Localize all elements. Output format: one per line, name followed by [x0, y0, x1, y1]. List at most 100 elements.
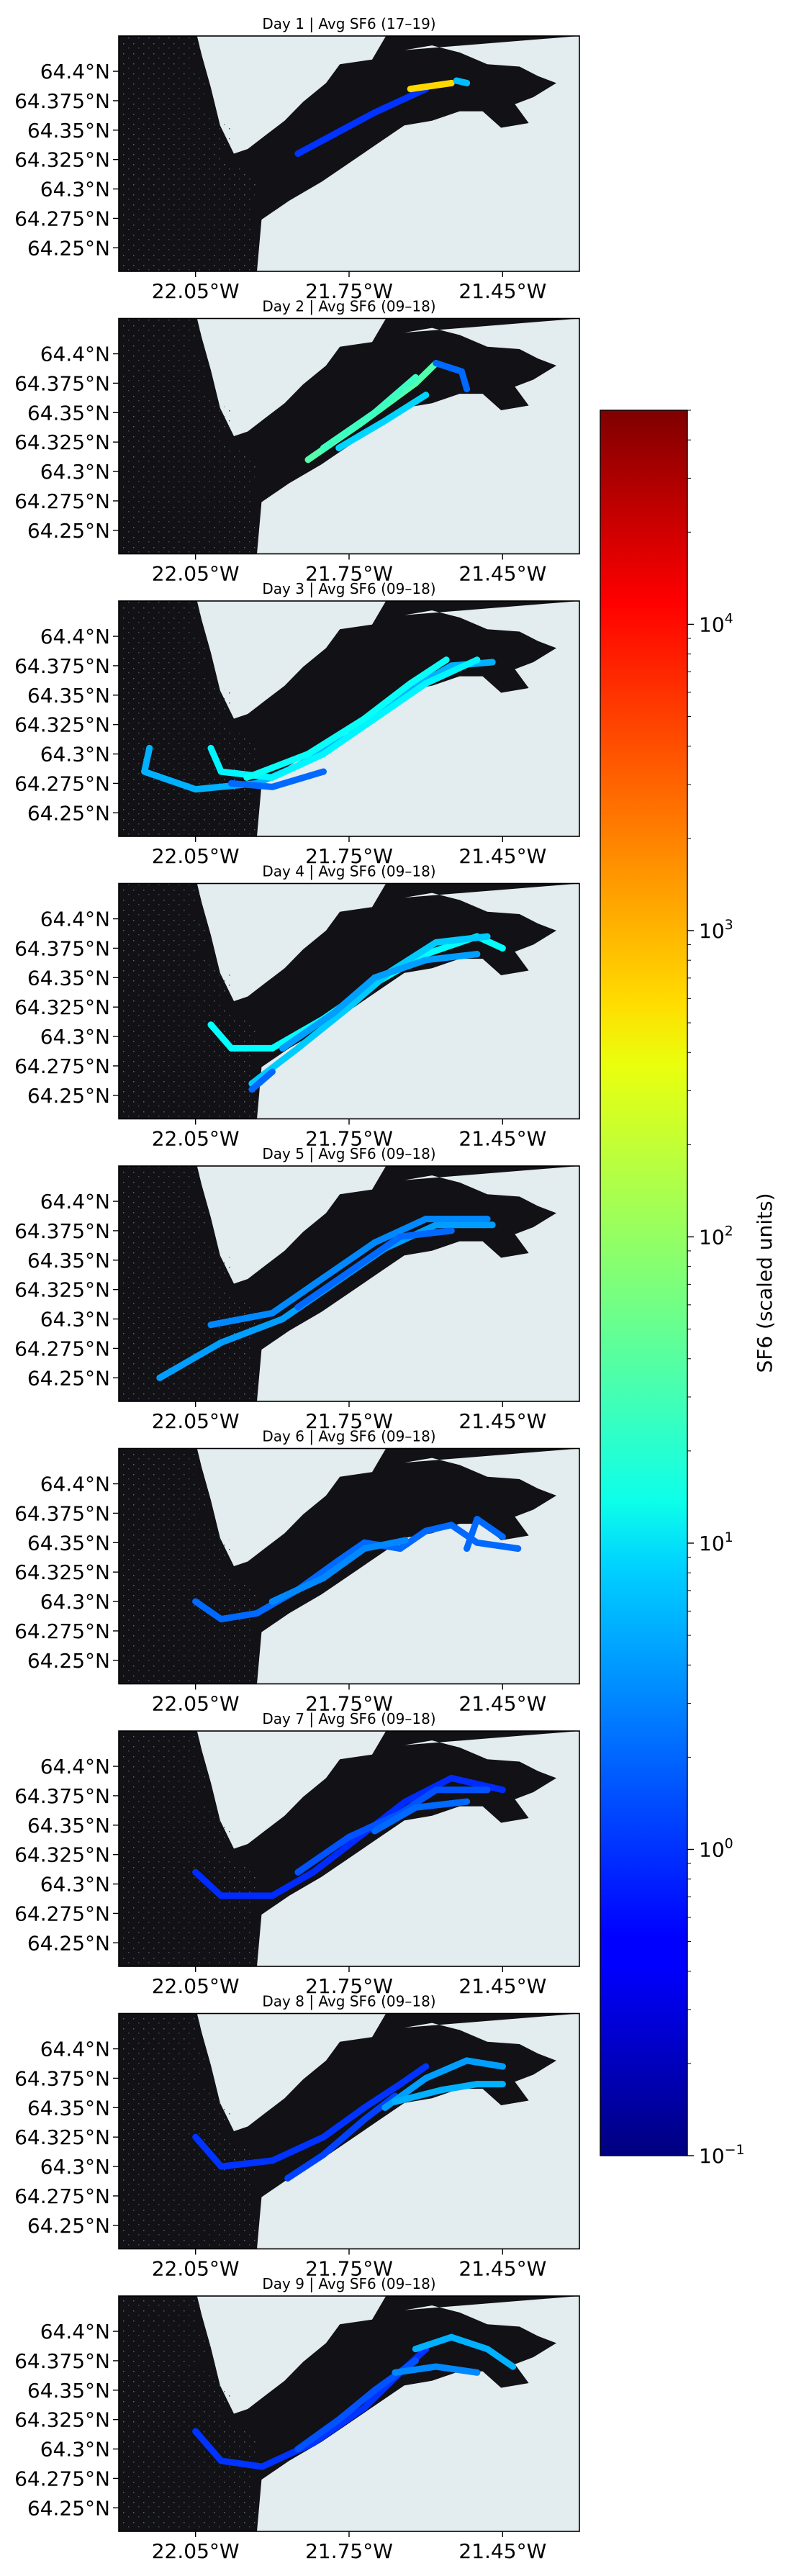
lon-tick-label: 21.75°W [305, 1974, 393, 1998]
sf6-point [304, 456, 312, 464]
water-area [196, 1448, 387, 1566]
sf6-point [141, 768, 148, 775]
sf6-point [309, 1868, 317, 1876]
sf6-point [464, 1545, 471, 1552]
map-panel: Day 6 | Avg SF6 (09–18) 64.4°N 64.375°N 64.… [14, 1428, 580, 1716]
sf6-point [443, 656, 450, 664]
lon-tick-label: 21.45°W [458, 562, 546, 586]
lat-tick-label: 64.35°N [27, 1249, 110, 1273]
map-panel: Day 2 | Avg SF6 (09–18) 64.4°N 64.375°N 64.… [14, 298, 580, 586]
colorbar-tick-label: 104 [699, 610, 733, 636]
lon-tick-label: 22.05°W [152, 1974, 240, 1998]
sf6-point [361, 1545, 368, 1552]
sf6-point [217, 1339, 225, 1346]
sf6-point [433, 360, 440, 367]
map-panel: Day 9 | Avg SF6 (09–18) 64.4°N 64.375°N 64.… [14, 2275, 580, 2563]
lon-tick-label: 22.05°W [152, 1692, 240, 1716]
sf6-point [294, 150, 302, 157]
sf6-point [279, 1316, 286, 1323]
lat-tick-label: 64.3°N [40, 1873, 110, 1897]
sf6-point [345, 1268, 353, 1275]
sf6-point [268, 1598, 276, 1605]
sf6-point [243, 774, 250, 781]
panel-title: Day 2 | Avg SF6 (09–18) [262, 298, 435, 315]
sf6-track [381, 2057, 506, 2111]
lat-tick-label: 64.25°N [27, 236, 110, 260]
sf6-point [156, 1374, 163, 1381]
sf6-track [248, 1068, 276, 1093]
land-texture [119, 2013, 257, 2249]
lat-tick-label: 64.35°N [27, 2379, 110, 2403]
lat-tick-label: 64.25°N [27, 801, 110, 825]
sf6-point [268, 2157, 276, 2164]
sf6-point [499, 1786, 506, 1794]
water-area [257, 2296, 579, 2531]
sf6-point [499, 944, 506, 952]
lat-tick-label: 64.4°N [40, 1190, 110, 1214]
sf6-point [474, 2081, 481, 2088]
map-panel: Day 7 | Avg SF6 (09–18) 64.4°N 64.375°N 64.… [14, 1710, 580, 1998]
sf6-point [402, 1537, 409, 1544]
sf6-track [248, 933, 491, 1087]
sf6-point [371, 109, 379, 116]
sf6-point [474, 1516, 481, 1523]
water-area [257, 1448, 579, 1684]
lat-tick-label: 64.325°N [14, 148, 110, 172]
lat-tick-label: 64.3°N [40, 2155, 110, 2179]
sf6-point [227, 779, 235, 787]
sf6-point [279, 1044, 286, 1052]
sf6-point [422, 957, 430, 964]
lat-tick-label: 64.275°N [14, 1054, 110, 1078]
sf6-point [330, 1009, 338, 1016]
lat-tick-label: 64.25°N [27, 1931, 110, 1955]
lat-tick-label: 64.375°N [14, 2349, 110, 2373]
sf6-point [146, 744, 153, 751]
lat-tick-label: 64.4°N [40, 2038, 110, 2061]
sf6-track [207, 1216, 491, 1329]
panel-title: Day 3 | Avg SF6 (09–18) [262, 580, 435, 597]
sf6-point [397, 1545, 404, 1552]
sf6-point [320, 2133, 327, 2141]
lat-tick-label: 64.35°N [27, 684, 110, 708]
lat-tick-label: 64.3°N [40, 1590, 110, 1614]
panel-title: Day 9 | Avg SF6 (09–18) [262, 2275, 435, 2292]
sf6-point [464, 386, 471, 393]
colorbar-gradient [600, 410, 688, 2156]
sf6-point [371, 1827, 379, 1835]
lat-tick-label: 64.25°N [27, 519, 110, 543]
lon-tick-label: 22.05°W [152, 2539, 240, 2563]
sf6-point [207, 1321, 214, 1329]
sf6-point [361, 2404, 368, 2411]
lat-tick-label: 64.375°N [14, 89, 110, 113]
lon-tick-label: 22.05°W [152, 279, 240, 303]
sf6-point [484, 2346, 491, 2353]
water-area [196, 883, 387, 1001]
sf6-point [268, 783, 276, 790]
lat-tick-label: 64.25°N [27, 1649, 110, 1673]
lon-tick-label: 21.75°W [305, 1409, 393, 1433]
sf6-point [515, 1545, 522, 1552]
lat-tick-label: 64.275°N [14, 1619, 110, 1643]
sf6-point [381, 2104, 389, 2111]
colorbar-tick-label: 103 [699, 917, 733, 943]
water-area [196, 1166, 387, 1284]
sf6-point [268, 1044, 276, 1052]
sf6-point [499, 1533, 506, 1540]
sf6-point [268, 1892, 276, 1899]
lat-tick-label: 64.4°N [40, 1473, 110, 1496]
sf6-track [412, 2333, 517, 2370]
map-panel: Day 3 | Avg SF6 (09–18) 64.4°N 64.375°N 64.… [14, 580, 580, 868]
lat-tick-label: 64.25°N [27, 1084, 110, 1108]
sf6-point [448, 1774, 455, 1781]
colorbar-tick-label: 102 [699, 1223, 733, 1249]
sf6-point [397, 2081, 404, 2088]
sf6-point [284, 2174, 291, 2182]
sf6-point [464, 79, 471, 86]
panel-title: Day 6 | Avg SF6 (09–18) [262, 1428, 435, 1445]
lon-tick-label: 21.45°W [458, 1974, 546, 1998]
sf6-point [474, 656, 481, 664]
lat-tick-label: 64.25°N [27, 2496, 110, 2520]
lat-tick-label: 64.325°N [14, 2408, 110, 2432]
sf6-track [192, 1774, 506, 1899]
land-texture [119, 36, 257, 271]
